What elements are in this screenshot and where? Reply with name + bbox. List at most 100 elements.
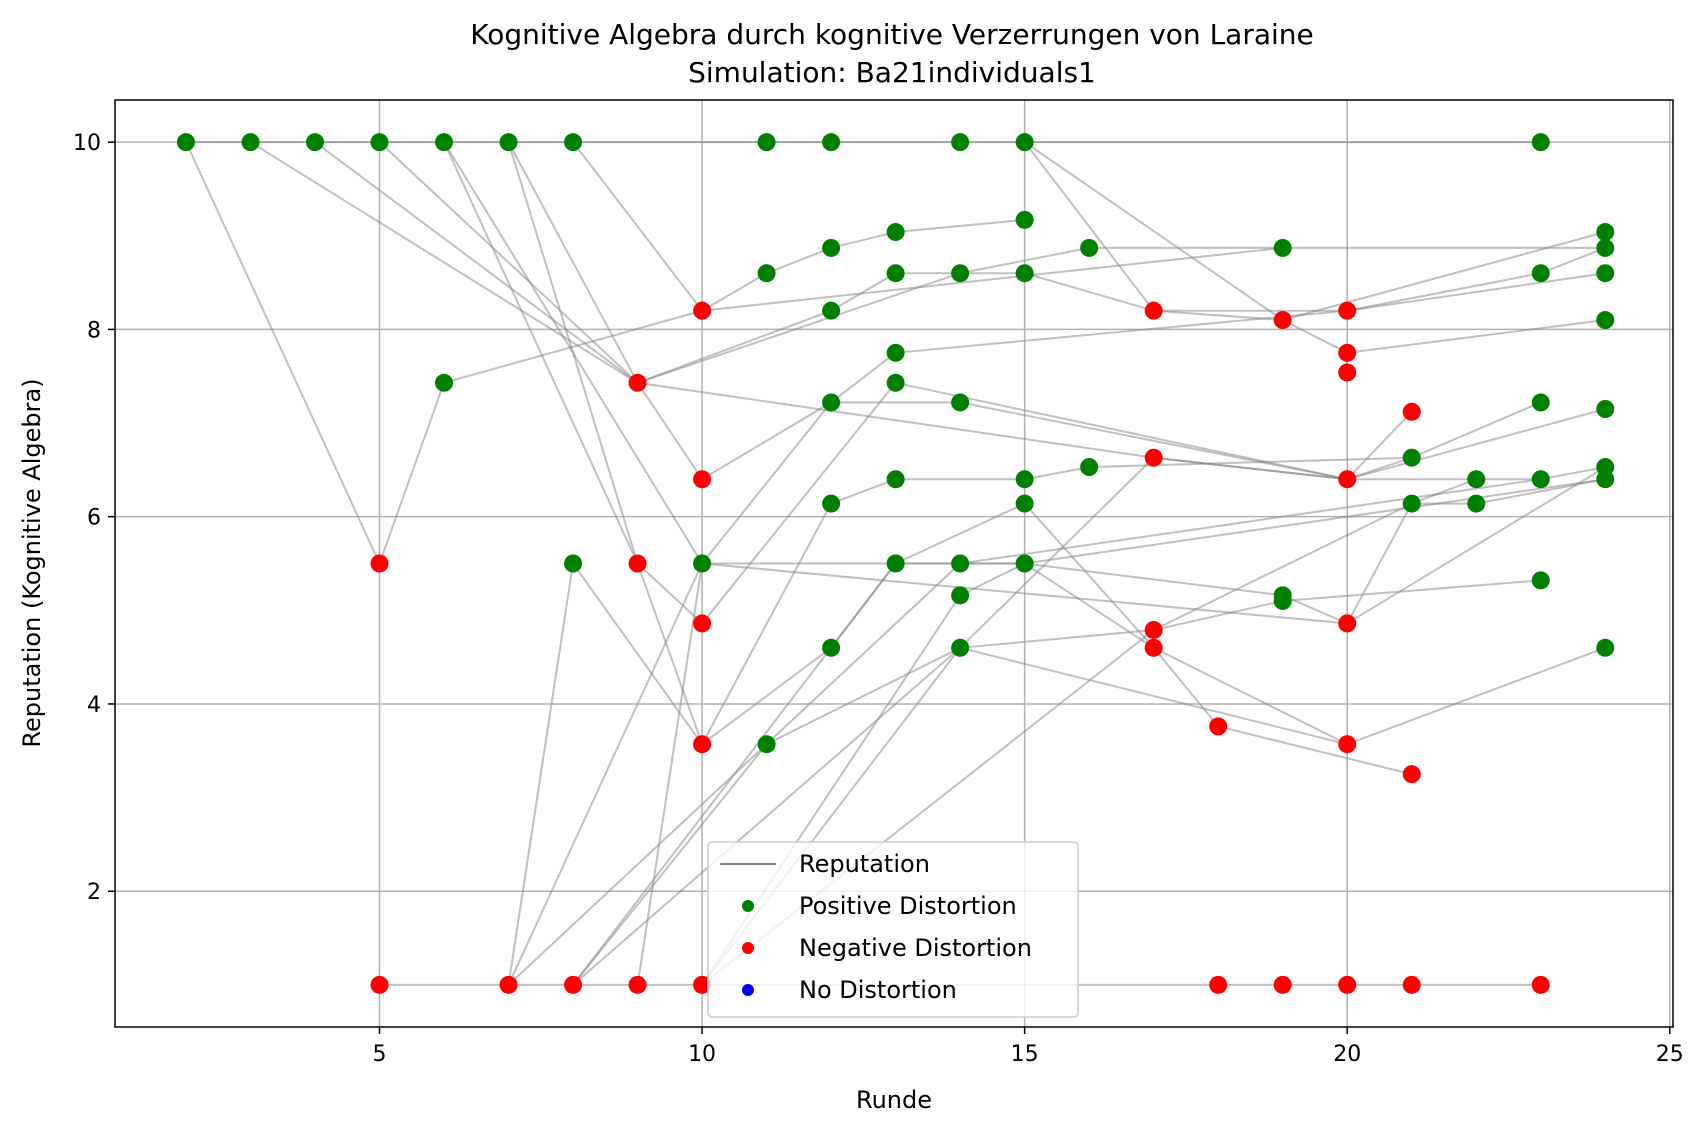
- data-point-positive: [241, 133, 260, 152]
- data-point-positive: [1596, 638, 1615, 657]
- data-point-positive: [1531, 571, 1550, 590]
- data-point-positive: [951, 133, 970, 152]
- data-point-positive: [564, 133, 583, 152]
- x-tick-label: 25: [1656, 1042, 1684, 1067]
- reputation-line: [249, 141, 1606, 384]
- data-point-negative: [1209, 717, 1228, 736]
- data-point-positive: [305, 133, 324, 152]
- data-point-positive: [499, 133, 518, 152]
- data-point-negative: [1144, 448, 1163, 467]
- data-point-negative: [564, 975, 583, 994]
- y-tick-label: 10: [73, 131, 101, 156]
- y-axis-ticks: 2 4 6 8 10: [73, 131, 115, 905]
- data-point-positive: [176, 133, 195, 152]
- reputation-line: [507, 466, 1606, 986]
- x-tick-label: 20: [1333, 1042, 1361, 1067]
- data-point-negative: [628, 373, 647, 392]
- reputation-line: [1024, 141, 1606, 354]
- data-point-positive: [822, 638, 841, 657]
- data-point-positive: [886, 264, 905, 283]
- data-point-negative: [1144, 620, 1163, 639]
- data-point-positive: [1596, 238, 1615, 257]
- data-point-positive: [822, 494, 841, 513]
- data-point-positive: [1596, 223, 1615, 242]
- data-point-positive: [1273, 591, 1292, 610]
- data-point-negative: [693, 301, 712, 320]
- data-point-positive: [1531, 133, 1550, 152]
- data-point-negative: [693, 614, 712, 633]
- data-point-negative: [628, 975, 647, 994]
- data-points: [176, 133, 1615, 994]
- x-tick-label: 10: [688, 1042, 716, 1067]
- x-tick-label: 15: [1011, 1042, 1039, 1067]
- x-axis-ticks: 5 10 15 20 25: [373, 1027, 1684, 1067]
- legend-positive-swatch: [742, 900, 754, 912]
- data-point-positive: [1080, 458, 1099, 477]
- data-point-negative: [499, 975, 518, 994]
- reputation-line: [185, 141, 1025, 567]
- data-point-positive: [1080, 238, 1099, 257]
- data-point-positive: [951, 264, 970, 283]
- data-point-negative: [1338, 363, 1357, 382]
- data-point-negative: [1338, 975, 1357, 994]
- data-point-negative: [693, 975, 712, 994]
- data-point-positive: [1531, 470, 1550, 489]
- data-point-negative: [1338, 470, 1357, 489]
- legend-none-label: No Distortion: [799, 976, 957, 1004]
- reputation-line: [636, 562, 1412, 986]
- data-point-negative: [1402, 975, 1421, 994]
- data-point-positive: [1015, 554, 1034, 573]
- data-point-positive: [886, 554, 905, 573]
- data-point-positive: [1596, 470, 1615, 489]
- y-tick-label: 4: [87, 693, 101, 718]
- chart-subtitle: Simulation: Ba21individuals1: [688, 56, 1096, 89]
- data-point-positive: [1402, 448, 1421, 467]
- reputation-line: [507, 456, 1412, 986]
- data-point-positive: [757, 735, 776, 754]
- reputation-line: [572, 502, 1606, 986]
- data-point-positive: [822, 238, 841, 257]
- legend-none-swatch: [742, 984, 754, 996]
- data-point-negative: [1402, 765, 1421, 784]
- data-point-positive: [1015, 210, 1034, 229]
- reputation-line: [507, 141, 1606, 481]
- data-point-positive: [1467, 494, 1486, 513]
- reputation-lines: [185, 141, 1606, 986]
- data-point-negative: [1338, 614, 1357, 633]
- data-point-positive: [757, 133, 776, 152]
- data-point-negative: [693, 735, 712, 754]
- data-point-positive: [822, 133, 841, 152]
- data-point-positive: [951, 554, 970, 573]
- data-point-positive: [951, 638, 970, 657]
- data-point-positive: [1015, 494, 1034, 513]
- data-point-positive: [693, 554, 712, 573]
- data-point-negative: [1144, 638, 1163, 657]
- data-point-positive: [1531, 264, 1550, 283]
- plot-frame: [114, 99, 1674, 1028]
- data-point-positive: [822, 393, 841, 412]
- data-point-positive: [1015, 470, 1034, 489]
- y-tick-label: 8: [87, 318, 101, 343]
- data-point-positive: [564, 554, 583, 573]
- y-tick-label: 6: [87, 506, 101, 531]
- data-point-negative: [1144, 301, 1163, 320]
- data-point-positive: [951, 586, 970, 605]
- data-point-positive: [1015, 264, 1034, 283]
- data-point-negative: [693, 470, 712, 489]
- data-point-positive: [1273, 238, 1292, 257]
- reputation-line: [507, 401, 1606, 986]
- data-point-positive: [886, 470, 905, 489]
- data-point-positive: [886, 223, 905, 242]
- data-point-positive: [1015, 133, 1034, 152]
- legend-positive-label: Positive Distortion: [799, 892, 1017, 920]
- data-point-negative: [628, 554, 647, 573]
- data-point-negative: [1531, 975, 1550, 994]
- data-point-negative: [1338, 301, 1357, 320]
- legend-negative-label: Negative Distortion: [799, 934, 1032, 962]
- data-point-positive: [1596, 311, 1615, 330]
- data-point-positive: [435, 373, 454, 392]
- data-point-positive: [757, 264, 776, 283]
- data-point-positive: [1467, 470, 1486, 489]
- data-point-positive: [1596, 400, 1615, 418]
